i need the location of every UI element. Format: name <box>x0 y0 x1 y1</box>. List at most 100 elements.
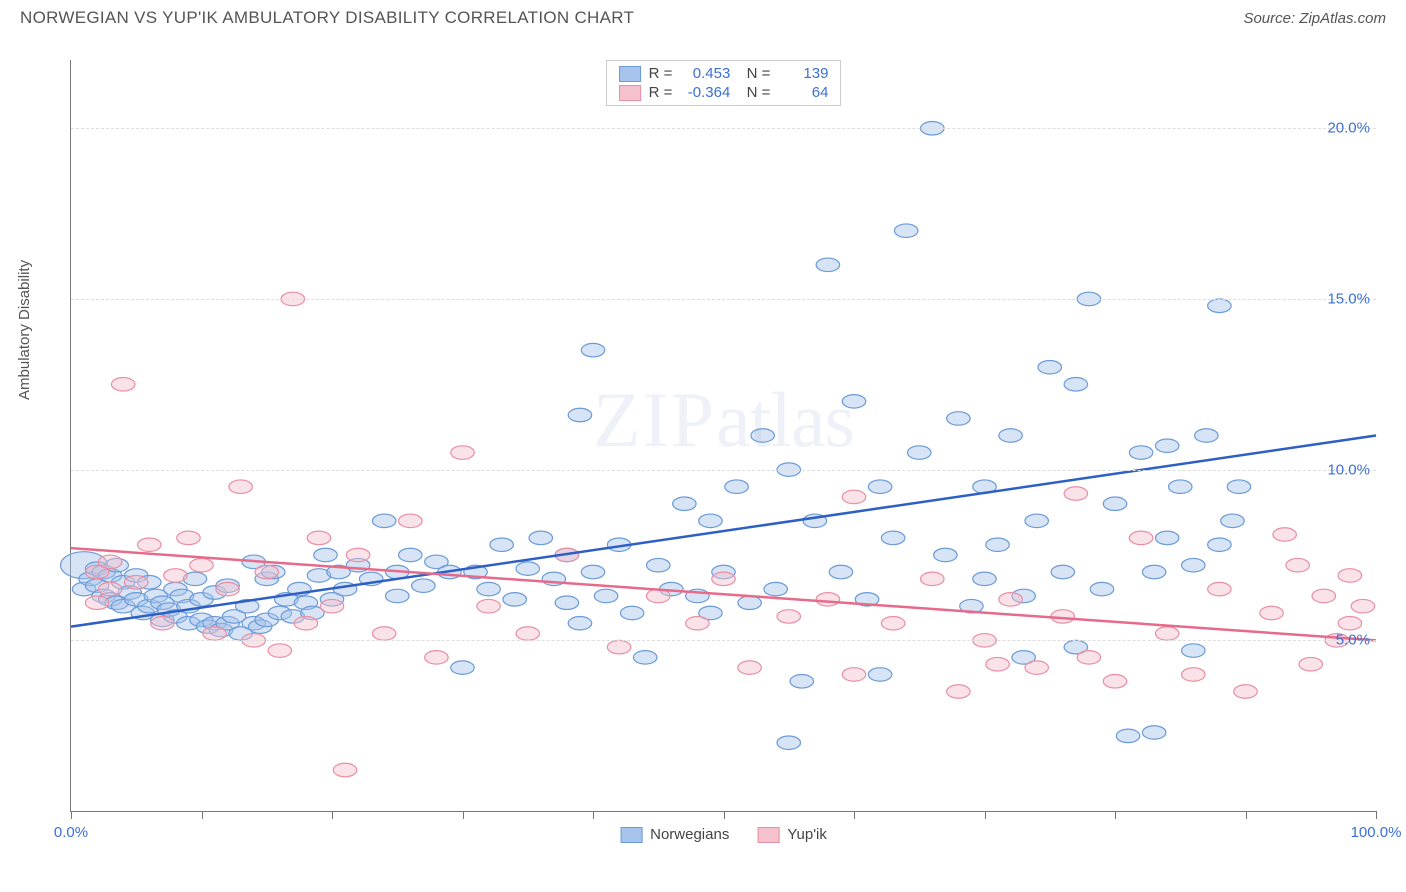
scatter-point <box>1090 582 1113 596</box>
scatter-point <box>268 644 291 658</box>
scatter-point <box>490 538 513 552</box>
legend-item-yupik: Yup'ik <box>757 826 827 843</box>
scatter-point <box>1182 668 1205 682</box>
scatter-point <box>751 429 774 443</box>
stat-r-value-1: -0.364 <box>680 84 730 101</box>
correlation-stats-box: R = 0.453 N = 139 R = -0.364 N = 64 <box>606 60 842 106</box>
scatter-point <box>620 606 643 620</box>
chart-container: Ambulatory Disability R = 0.453 N = 139 … <box>20 40 1386 872</box>
scatter-point <box>1260 606 1283 620</box>
stat-r-label: R = <box>649 84 673 101</box>
scatter-point <box>738 661 761 675</box>
bottom-legend: Norwegians Yup'ik <box>620 826 827 843</box>
scatter-point <box>1208 538 1231 552</box>
gridline-h <box>71 128 1376 129</box>
scatter-point <box>1103 497 1126 511</box>
legend-swatch-norwegians <box>620 827 642 843</box>
scatter-point <box>203 627 226 641</box>
scatter-point <box>399 548 422 562</box>
scatter-point <box>1227 480 1250 494</box>
x-tick <box>1376 811 1377 819</box>
scatter-point <box>777 736 800 750</box>
scatter-point <box>999 593 1022 607</box>
scatter-point <box>164 569 187 583</box>
scatter-point <box>516 562 539 576</box>
scatter-svg <box>71 60 1376 811</box>
scatter-point <box>255 565 278 579</box>
stat-r-value-0: 0.453 <box>680 65 730 82</box>
y-tick-label: 5.0% <box>1336 632 1370 649</box>
scatter-point <box>1142 726 1165 740</box>
scatter-point <box>372 514 395 528</box>
scatter-point <box>477 582 500 596</box>
scatter-point <box>568 408 591 422</box>
scatter-point <box>1129 446 1152 460</box>
plot-area: R = 0.453 N = 139 R = -0.364 N = 64 ZIPa… <box>70 60 1376 812</box>
scatter-point <box>1312 589 1335 603</box>
gridline-h <box>71 299 1376 300</box>
scatter-point <box>647 558 670 572</box>
scatter-point <box>881 531 904 545</box>
scatter-point <box>1129 531 1152 545</box>
scatter-point <box>529 531 552 545</box>
scatter-point <box>842 668 865 682</box>
scatter-point <box>673 497 696 511</box>
scatter-point <box>1116 729 1139 743</box>
scatter-point <box>1351 599 1374 613</box>
scatter-point <box>177 531 200 545</box>
scatter-point <box>1273 528 1296 542</box>
scatter-point <box>516 627 539 641</box>
scatter-point <box>138 538 161 552</box>
y-axis-label: Ambulatory Disability <box>16 260 33 400</box>
scatter-point <box>881 616 904 630</box>
scatter-point <box>581 565 604 579</box>
scatter-point <box>412 579 435 593</box>
x-tick <box>854 811 855 819</box>
scatter-point <box>451 446 474 460</box>
scatter-point <box>1155 531 1178 545</box>
scatter-point <box>372 627 395 641</box>
legend-label-1: Yup'ik <box>787 826 827 843</box>
scatter-point <box>98 555 121 569</box>
scatter-point <box>986 657 1009 671</box>
scatter-point <box>1221 514 1244 528</box>
scatter-point <box>686 616 709 630</box>
scatter-point <box>1208 582 1231 596</box>
y-tick-label: 20.0% <box>1327 120 1370 137</box>
scatter-point <box>1286 558 1309 572</box>
scatter-point <box>594 589 617 603</box>
scatter-point <box>1155 627 1178 641</box>
scatter-point <box>973 572 996 586</box>
scatter-point <box>1038 360 1061 374</box>
scatter-point <box>816 258 839 272</box>
scatter-point <box>829 565 852 579</box>
scatter-point <box>568 616 591 630</box>
swatch-norwegians <box>619 66 641 82</box>
scatter-point <box>581 343 604 357</box>
x-tick <box>202 811 203 819</box>
stats-row-yupik: R = -0.364 N = 64 <box>619 84 829 101</box>
scatter-point <box>921 572 944 586</box>
trend-line <box>71 436 1376 627</box>
scatter-point <box>190 558 213 572</box>
scatter-point <box>1169 480 1192 494</box>
scatter-point <box>986 538 1009 552</box>
scatter-point <box>816 593 839 607</box>
scatter-point <box>386 589 409 603</box>
scatter-point <box>111 378 134 392</box>
scatter-point <box>607 640 630 654</box>
scatter-point <box>125 576 148 590</box>
y-tick-label: 10.0% <box>1327 461 1370 478</box>
scatter-point <box>294 616 317 630</box>
stat-n-value-1: 64 <box>778 84 828 101</box>
scatter-point <box>633 651 656 665</box>
source-credit: Source: ZipAtlas.com <box>1243 10 1386 27</box>
scatter-point <box>764 582 787 596</box>
stat-n-label: N = <box>738 65 770 82</box>
scatter-point <box>842 490 865 504</box>
x-tick <box>593 811 594 819</box>
x-tick <box>463 811 464 819</box>
x-tick <box>724 811 725 819</box>
scatter-point <box>790 675 813 689</box>
x-tick-label: 0.0% <box>54 824 88 841</box>
